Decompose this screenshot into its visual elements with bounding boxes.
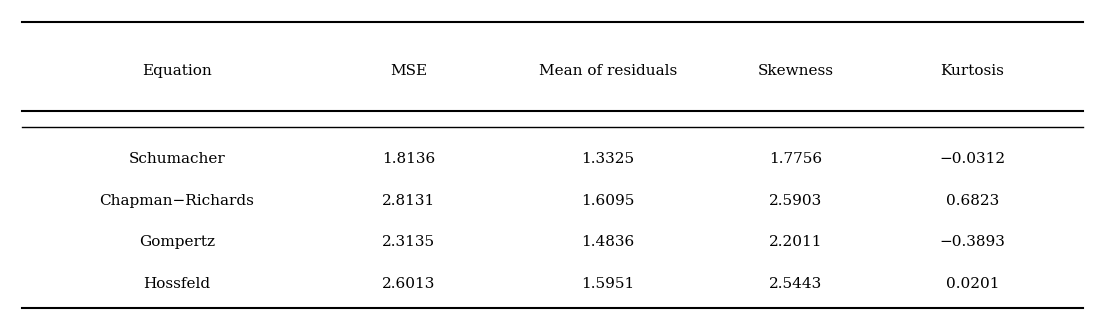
Text: 0.6823: 0.6823 <box>946 194 999 208</box>
Text: 2.3135: 2.3135 <box>382 235 435 249</box>
Text: 1.3325: 1.3325 <box>581 152 634 166</box>
Text: 1.8136: 1.8136 <box>382 152 435 166</box>
Text: 2.8131: 2.8131 <box>382 194 435 208</box>
Text: 2.2011: 2.2011 <box>769 235 822 249</box>
Text: −0.3893: −0.3893 <box>939 235 1006 249</box>
Text: Equation: Equation <box>141 64 212 78</box>
Text: Hossfeld: Hossfeld <box>144 277 210 291</box>
Text: 1.4836: 1.4836 <box>581 235 634 249</box>
Text: −0.0312: −0.0312 <box>939 152 1006 166</box>
Text: MSE: MSE <box>390 64 428 78</box>
Text: 1.5951: 1.5951 <box>581 277 634 291</box>
Text: 2.5443: 2.5443 <box>769 277 822 291</box>
Text: Mean of residuals: Mean of residuals <box>538 64 677 78</box>
Text: Chapman−Richards: Chapman−Richards <box>99 194 254 208</box>
Text: Gompertz: Gompertz <box>139 235 214 249</box>
Text: 2.5903: 2.5903 <box>769 194 822 208</box>
Text: Skewness: Skewness <box>758 64 833 78</box>
Text: 0.0201: 0.0201 <box>946 277 999 291</box>
Text: Schumacher: Schumacher <box>128 152 225 166</box>
Text: 1.6095: 1.6095 <box>581 194 634 208</box>
Text: 1.7756: 1.7756 <box>769 152 822 166</box>
Text: Kurtosis: Kurtosis <box>940 64 1004 78</box>
Text: 2.6013: 2.6013 <box>382 277 435 291</box>
